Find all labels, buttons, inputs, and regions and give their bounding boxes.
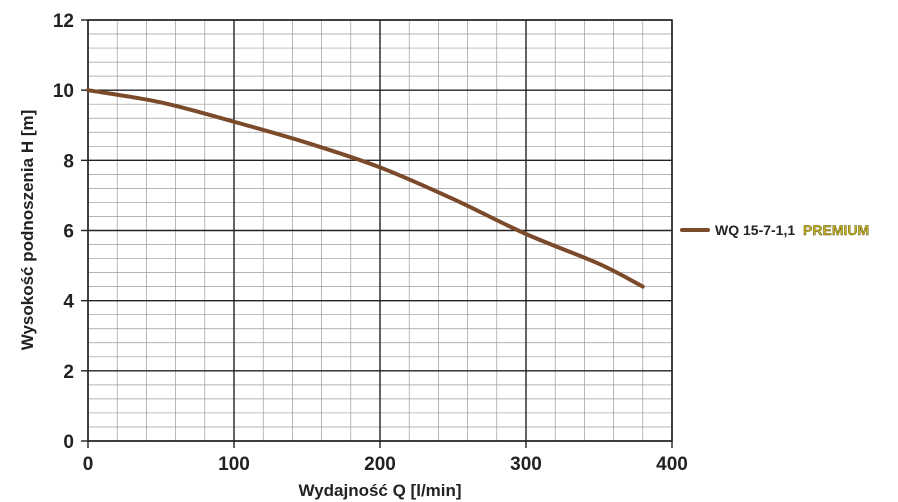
y-tick-label: 6 <box>63 222 74 243</box>
x-tick-label: 400 <box>656 454 688 475</box>
y-tick-label: 8 <box>63 151 74 172</box>
y-tick-label: 2 <box>63 362 74 383</box>
y-tick-label: 10 <box>53 81 74 102</box>
legend: WQ 15-7-1,1 PREMIUM <box>680 222 869 238</box>
legend-label: WQ 15-7-1,1 PREMIUM <box>715 222 869 238</box>
series-line <box>86 88 645 289</box>
y-axis-label: Wysokość podnoszenia H [m] <box>18 110 37 351</box>
legend-series-name: WQ 15-7-1,1 <box>715 222 795 238</box>
y-tick-labels: 0 2 4 6 8 10 12 <box>53 11 88 453</box>
x-tick-label: 200 <box>364 454 396 475</box>
x-axis-label: Wydajność Q [l/min] <box>298 481 461 500</box>
x-tick-label: 0 <box>83 454 94 475</box>
x-tick-label: 300 <box>510 454 542 475</box>
series-layer <box>86 88 645 289</box>
legend-series-suffix: PREMIUM <box>803 222 869 238</box>
y-tick-label: 0 <box>63 432 74 453</box>
y-tick-label: 12 <box>53 11 74 32</box>
x-tick-labels: 0 100 200 300 400 <box>83 441 688 475</box>
x-tick-label: 100 <box>218 454 250 475</box>
y-tick-label: 4 <box>63 292 74 313</box>
